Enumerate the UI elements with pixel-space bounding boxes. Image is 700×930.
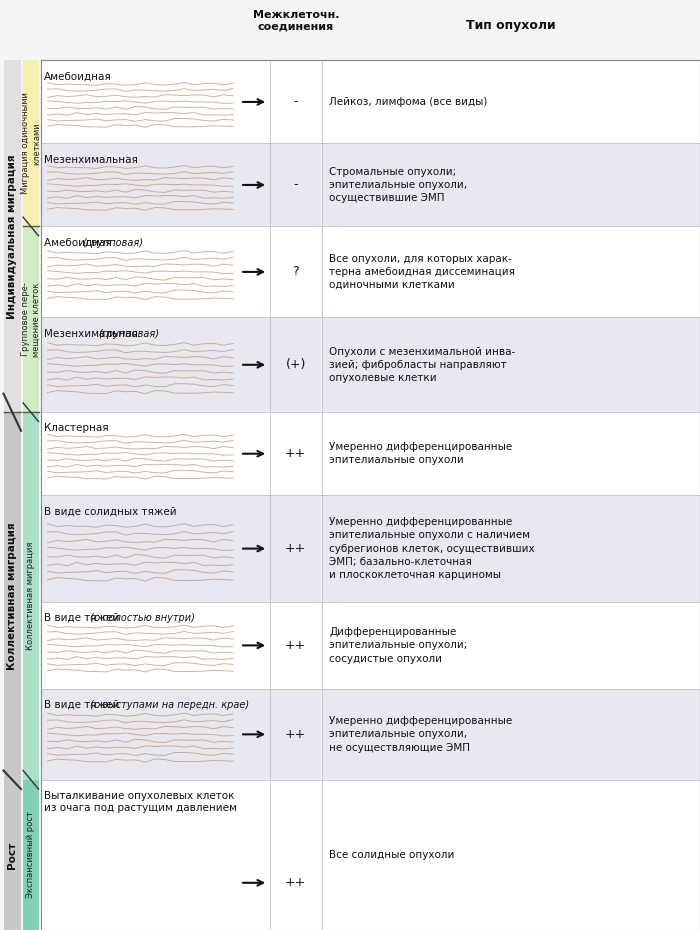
Bar (322, 60, 700, 143)
Text: Все опухоли, для которых харак-
терна амебоидная диссеминация
одиночными клеткам: Все опухоли, для которых харак- терна ам… (329, 254, 515, 290)
Text: Амебоидная: Амебоидная (44, 72, 112, 82)
Bar (41, 227, 321, 317)
Bar (41, 143, 321, 227)
Text: Тип опухоли: Тип опухоли (466, 20, 556, 32)
Text: Коллективная миграция: Коллективная миграция (7, 523, 18, 670)
Bar (4, 60, 21, 412)
Text: Групповое пере-
мещение клеток: Групповое пере- мещение клеток (21, 282, 41, 356)
Text: -: - (293, 96, 298, 109)
Bar (322, 689, 700, 779)
Text: Стромальные опухоли;
эпителиальные опухоли,
осуществившие ЭМП: Стромальные опухоли; эпителиальные опухо… (329, 166, 467, 203)
Text: В виде тяжей: В виде тяжей (44, 700, 122, 711)
Text: -: - (293, 179, 298, 192)
Text: Амебоидная: Амебоидная (44, 238, 115, 247)
Bar (4, 412, 21, 779)
Bar (322, 779, 700, 930)
Text: (групповая): (групповая) (98, 328, 159, 339)
Text: Опухоли с мезенхимальной инва-
зией; фибробласты направляют
опухолевые клетки: Опухоли с мезенхимальной инва- зией; фиб… (329, 347, 515, 383)
Bar (23, 779, 38, 930)
Text: Дифференцированные
эпителиальные опухоли;
сосудистые опухоли: Дифференцированные эпителиальные опухоли… (329, 627, 468, 664)
Text: Кластерная: Кластерная (44, 423, 108, 433)
Text: Рост: Рост (7, 842, 18, 869)
Text: Выталкивание опухолевых клеток
из очага под растущим давлением: Выталкивание опухолевых клеток из очага … (44, 790, 237, 813)
Bar (41, 495, 321, 602)
Text: Миграция одиночными
клетками: Миграция одиночными клетками (21, 92, 41, 194)
Bar (23, 226, 38, 412)
Text: ++: ++ (285, 876, 307, 889)
Bar (322, 227, 700, 317)
Text: Умеренно дифференцированные
эпителиальные опухоли: Умеренно дифференцированные эпителиальны… (329, 442, 512, 465)
Bar (322, 495, 700, 602)
Text: Мезенхимальная: Мезенхимальная (44, 328, 141, 339)
Text: (с полостью внутри): (с полостью внутри) (90, 613, 195, 623)
Text: ++: ++ (285, 542, 307, 555)
Bar (322, 602, 700, 689)
Text: В виде тяжей: В виде тяжей (44, 613, 122, 623)
Text: ?: ? (293, 265, 299, 278)
Text: Межклеточн.
соединения: Межклеточн. соединения (253, 10, 339, 32)
Text: (с выступами на передн. крае): (с выступами на передн. крае) (90, 700, 249, 711)
Text: ++: ++ (285, 447, 307, 460)
Bar (41, 602, 321, 689)
Text: Индивидуальная миграция: Индивидуальная миграция (7, 154, 18, 319)
Bar (41, 689, 321, 779)
Text: (групповая): (групповая) (83, 238, 144, 247)
Text: В виде солидных тяжей: В виде солидных тяжей (44, 506, 176, 516)
Bar (41, 317, 321, 412)
Text: Умеренно дифференцированные
эпителиальные опухоли,
не осуществляющие ЭМП: Умеренно дифференцированные эпителиальны… (329, 716, 512, 752)
Text: Лейкоз, лимфома (все виды): Лейкоз, лимфома (все виды) (329, 97, 487, 107)
Bar (41, 779, 321, 930)
Text: Экспансивный рост: Экспансивный рост (27, 812, 35, 898)
Bar (322, 143, 700, 227)
Bar (23, 60, 38, 227)
Text: (+): (+) (286, 358, 306, 371)
Text: ++: ++ (285, 728, 307, 741)
Text: Все солидные опухоли: Все солидные опухоли (329, 850, 454, 860)
Text: Коллективная миграция: Коллективная миграция (27, 542, 35, 650)
Bar (23, 412, 38, 779)
Bar (4, 779, 21, 930)
Bar (41, 60, 321, 143)
Text: Мезенхимальная: Мезенхимальная (44, 154, 138, 165)
Text: ++: ++ (285, 639, 307, 652)
Bar (41, 412, 321, 495)
Text: Умеренно дифференцированные
эпителиальные опухоли с наличием
субрегионов клеток,: Умеренно дифференцированные эпителиальны… (329, 517, 535, 580)
Bar (322, 412, 700, 495)
Bar (322, 317, 700, 412)
